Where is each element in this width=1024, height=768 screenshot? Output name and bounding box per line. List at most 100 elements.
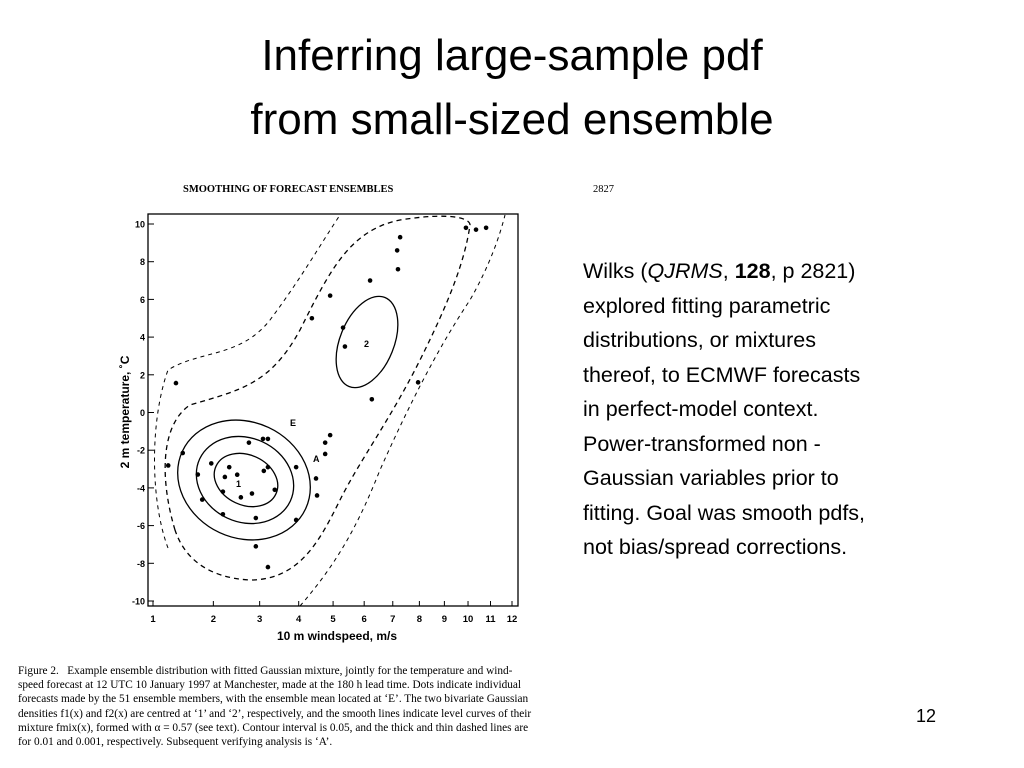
slide-title: Inferring large-sample pdf from small-si… bbox=[0, 24, 1024, 152]
text: , bbox=[722, 259, 735, 283]
figure-header: SMOOTHING OF FORECAST ENSEMBLES bbox=[183, 184, 393, 195]
y-axis-label: 2 m temperature, ˚C bbox=[118, 355, 132, 468]
x-tick-label: 12 bbox=[507, 614, 518, 625]
plot-frame bbox=[147, 213, 519, 607]
x-tick-label: 5 bbox=[330, 614, 336, 625]
ensemble-point bbox=[238, 495, 244, 500]
body-line: thereof, to ECMWF forecasts bbox=[583, 362, 861, 387]
x-tick-label: 6 bbox=[362, 614, 367, 625]
ensemble-point bbox=[253, 544, 259, 549]
ensemble-point bbox=[265, 464, 271, 470]
y-tick-label: -4 bbox=[137, 483, 145, 493]
volume: 128 bbox=[734, 259, 771, 283]
body-line: fitting. Goal was smooth pdfs, bbox=[583, 500, 866, 525]
annotation: E bbox=[290, 418, 296, 428]
ensemble-point bbox=[463, 225, 469, 231]
y-tick-label: -6 bbox=[137, 521, 145, 531]
caption-line: for 0.01 and 0.001, respectively. Subseq… bbox=[18, 736, 333, 749]
inner-dashed-contour bbox=[164, 215, 471, 581]
contour bbox=[213, 452, 279, 508]
ensemble-point bbox=[309, 315, 315, 321]
annotation: A bbox=[313, 454, 320, 464]
y-tick-label: 0 bbox=[140, 408, 145, 418]
y-tick-label: -10 bbox=[132, 597, 145, 607]
caption-line: densities f1(x) and f2(x) are centred at… bbox=[18, 707, 532, 720]
body-line: distributions, or mixtures bbox=[583, 328, 816, 352]
x-tick-label: 3 bbox=[257, 614, 262, 625]
ensemble-point bbox=[249, 491, 255, 496]
title-line: Inferring large-sample pdf bbox=[261, 31, 763, 80]
ensemble-point bbox=[483, 225, 489, 231]
text: , p 2821) bbox=[770, 259, 856, 283]
contour bbox=[335, 295, 399, 389]
journal: QJRMS bbox=[647, 259, 723, 283]
title-line: from small-sized ensemble bbox=[250, 95, 774, 144]
ensemble-point bbox=[314, 493, 320, 498]
x-tick-label: 1 bbox=[150, 614, 156, 625]
caption: Figure 2. Example ensemble distribution … bbox=[18, 664, 531, 749]
body-line: Power-transformed non - bbox=[583, 431, 821, 456]
x-tick-label: 8 bbox=[417, 614, 422, 625]
ensemble-point bbox=[369, 397, 375, 402]
body-line: Wilks (QJRMS, 128, p 2821) bbox=[583, 254, 865, 289]
journal-page: 2827 bbox=[593, 184, 614, 195]
y-tick-label: -8 bbox=[137, 559, 145, 569]
annotation: 1 bbox=[236, 479, 241, 489]
y-tick-label: 8 bbox=[140, 257, 145, 267]
text: Wilks ( bbox=[583, 259, 648, 283]
x-tick-label: 7 bbox=[390, 614, 395, 625]
ensemble-point bbox=[340, 325, 346, 330]
ensemble-point bbox=[272, 487, 278, 493]
ensemble-point bbox=[199, 497, 205, 502]
ensemble-point bbox=[367, 278, 373, 283]
ensemble-point bbox=[261, 468, 267, 474]
ensemble-point bbox=[322, 451, 328, 457]
contour bbox=[177, 419, 311, 541]
body-line: not bias/spread corrections. bbox=[583, 535, 848, 559]
x-axis-label: 10 m windspeed, m/s bbox=[277, 629, 397, 643]
ensemble-point bbox=[246, 440, 252, 445]
ensemble-point bbox=[342, 344, 348, 349]
ensemble-point bbox=[226, 464, 232, 470]
ensemble-point bbox=[265, 436, 271, 442]
annotation: 2 bbox=[364, 339, 369, 349]
ensemble-point bbox=[293, 464, 299, 470]
ensemble-point bbox=[395, 266, 401, 272]
caption-line: mixture fmix(x), formed with α = 0.57 (s… bbox=[18, 721, 529, 734]
ensemble-point bbox=[165, 463, 171, 468]
ensemble-point bbox=[322, 440, 328, 445]
figure: SMOOTHING OF FORECAST ENSEMBLES 2827 1 2… bbox=[118, 184, 614, 643]
caption-line: forecasts made by the 51 ensemble member… bbox=[18, 693, 529, 706]
ensemble-point bbox=[265, 564, 271, 570]
ensemble-point bbox=[397, 234, 403, 240]
body-text: Wilks (QJRMS, 128, p 2821) explored fitt… bbox=[583, 254, 865, 565]
body-line: explored fitting parametric bbox=[583, 293, 831, 318]
body-line: in perfect-model context. bbox=[583, 397, 819, 421]
y-tick-label: 4 bbox=[140, 333, 145, 343]
caption-line: Figure 2. Example ensemble distribution … bbox=[18, 665, 513, 677]
x-tick-label: 11 bbox=[485, 614, 496, 625]
ensemble-point bbox=[415, 380, 421, 385]
ensemble-point bbox=[313, 476, 319, 481]
ensemble-point bbox=[180, 450, 186, 456]
contour bbox=[195, 435, 295, 525]
ensemble-point bbox=[222, 474, 228, 480]
ensemble-point bbox=[253, 515, 259, 521]
ensemble-point bbox=[293, 517, 299, 523]
ensemble-point bbox=[327, 432, 333, 438]
ensemble-point bbox=[234, 472, 240, 478]
y-tick-label: -2 bbox=[137, 446, 145, 456]
y-tick-label: 6 bbox=[140, 295, 145, 305]
y-tick-label: 10 bbox=[135, 220, 145, 230]
x-tick-label: 9 bbox=[442, 614, 447, 625]
ensemble-point bbox=[173, 380, 179, 386]
x-tick-label: 2 bbox=[211, 614, 216, 625]
body-line: Gaussian variables prior to bbox=[583, 466, 839, 490]
ensemble-point bbox=[473, 227, 479, 232]
ensemble-point bbox=[220, 511, 226, 517]
ensemble-point bbox=[260, 436, 266, 442]
ensemble-point bbox=[220, 489, 226, 494]
caption-line: speed forecast at 12 UTC 10 January 1997… bbox=[18, 679, 522, 692]
ensemble-point bbox=[208, 461, 214, 466]
